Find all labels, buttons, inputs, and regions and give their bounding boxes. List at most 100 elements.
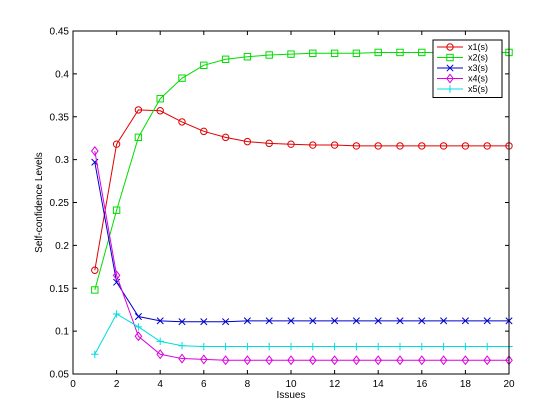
- series-5: [91, 310, 513, 358]
- data-point: [417, 355, 426, 366]
- data-point: [374, 317, 382, 325]
- y-axis-title: Self-confidence Levels: [34, 152, 45, 253]
- x-tick-label: 10: [285, 379, 297, 390]
- data-point: [178, 353, 186, 364]
- data-point: [112, 206, 121, 214]
- legend-marker: [446, 53, 454, 62]
- data-point: [243, 355, 252, 366]
- legend-item: x2(s): [437, 53, 488, 63]
- data-point: [134, 312, 142, 321]
- data-point: [200, 61, 208, 69]
- legend: x1(s)x2(s)x3(s)x4(s)x5(s): [432, 39, 503, 98]
- data-point: [91, 286, 99, 294]
- data-point: [91, 266, 99, 274]
- x-tick-label: 20: [503, 379, 515, 390]
- data-point: [134, 133, 143, 142]
- data-point: [178, 74, 186, 82]
- data-point: [374, 342, 382, 351]
- legend-label: x1(s): [468, 42, 488, 52]
- data-point: [134, 323, 143, 331]
- x-axis-title: Issues: [277, 390, 306, 401]
- legend-label: x3(s): [468, 63, 488, 73]
- data-point: [461, 142, 470, 150]
- data-point: [178, 118, 186, 126]
- data-point: [483, 342, 491, 351]
- data-point: [287, 355, 295, 366]
- series-group: [90, 48, 513, 366]
- data-point: [352, 317, 360, 325]
- legend-marker: [446, 43, 454, 51]
- data-point: [309, 49, 317, 57]
- data-point: [222, 318, 230, 326]
- y-tick-label: 0.25: [50, 198, 70, 209]
- legend-marker: [446, 85, 454, 93]
- data-point: [330, 342, 339, 351]
- data-point: [156, 107, 164, 115]
- data-point: [243, 317, 251, 325]
- x-tick-label: 8: [245, 379, 251, 390]
- data-point: [243, 342, 252, 351]
- legend-label: x2(s): [468, 53, 488, 63]
- series-4: [90, 146, 513, 366]
- legend-item: x4(s): [437, 73, 488, 84]
- data-point: [418, 342, 426, 351]
- data-point: [483, 317, 491, 325]
- data-point: [309, 141, 317, 149]
- legend-item: x3(s): [437, 63, 488, 73]
- data-point: [221, 355, 230, 366]
- data-point: [330, 141, 339, 149]
- data-point: [178, 342, 186, 350]
- x-tick-label: 0: [70, 379, 76, 390]
- data-point: [418, 48, 426, 57]
- data-point: [221, 342, 230, 351]
- data-point: [265, 317, 273, 325]
- data-point: [90, 146, 99, 157]
- data-point: [91, 350, 99, 358]
- data-point: [418, 142, 426, 150]
- data-point: [483, 142, 491, 150]
- data-point: [309, 342, 317, 351]
- legend-box: [432, 39, 503, 98]
- x-tick-label: 16: [416, 379, 428, 390]
- data-point: [331, 317, 339, 325]
- data-point: [200, 127, 208, 136]
- x-tick-label: 18: [460, 379, 472, 390]
- data-point: [396, 317, 404, 325]
- data-point: [309, 317, 317, 325]
- data-point: [330, 355, 339, 366]
- data-point: [265, 342, 273, 351]
- data-point: [243, 137, 252, 146]
- data-point: [112, 140, 121, 148]
- data-point: [178, 318, 186, 326]
- data-point: [156, 349, 165, 360]
- data-point: [352, 142, 361, 150]
- series-1: [91, 106, 513, 274]
- x-tick-label: 4: [157, 379, 163, 390]
- legend-item: x1(s): [437, 42, 488, 52]
- tick-group: 0 2 4 6 8 10 12 14 16 18 20 0.05 0.1 0.15 0.2 0.25 0.3 0.…: [50, 27, 515, 391]
- data-point: [439, 142, 448, 150]
- data-point: [156, 317, 164, 325]
- data-point: [199, 354, 208, 365]
- legend-label: x4(s): [468, 74, 488, 84]
- legend-item: x5(s): [437, 84, 488, 94]
- y-tick-label: 0.2: [55, 241, 69, 252]
- y-tick-label: 0.35: [50, 112, 70, 123]
- data-point: [461, 342, 470, 351]
- y-tick-label: 0.15: [50, 284, 70, 295]
- data-point: [439, 355, 448, 366]
- y-tick-label: 0.4: [55, 69, 69, 80]
- data-point: [265, 139, 273, 148]
- data-point: [134, 331, 143, 342]
- data-point: [265, 51, 273, 59]
- series-line: [94, 162, 509, 323]
- x-tick-label: 2: [114, 379, 120, 390]
- legend-marker: [446, 64, 454, 72]
- data-point: [352, 342, 361, 351]
- data-point: [156, 337, 164, 346]
- data-point: [156, 95, 164, 103]
- data-point: [418, 317, 426, 325]
- data-point: [200, 342, 208, 351]
